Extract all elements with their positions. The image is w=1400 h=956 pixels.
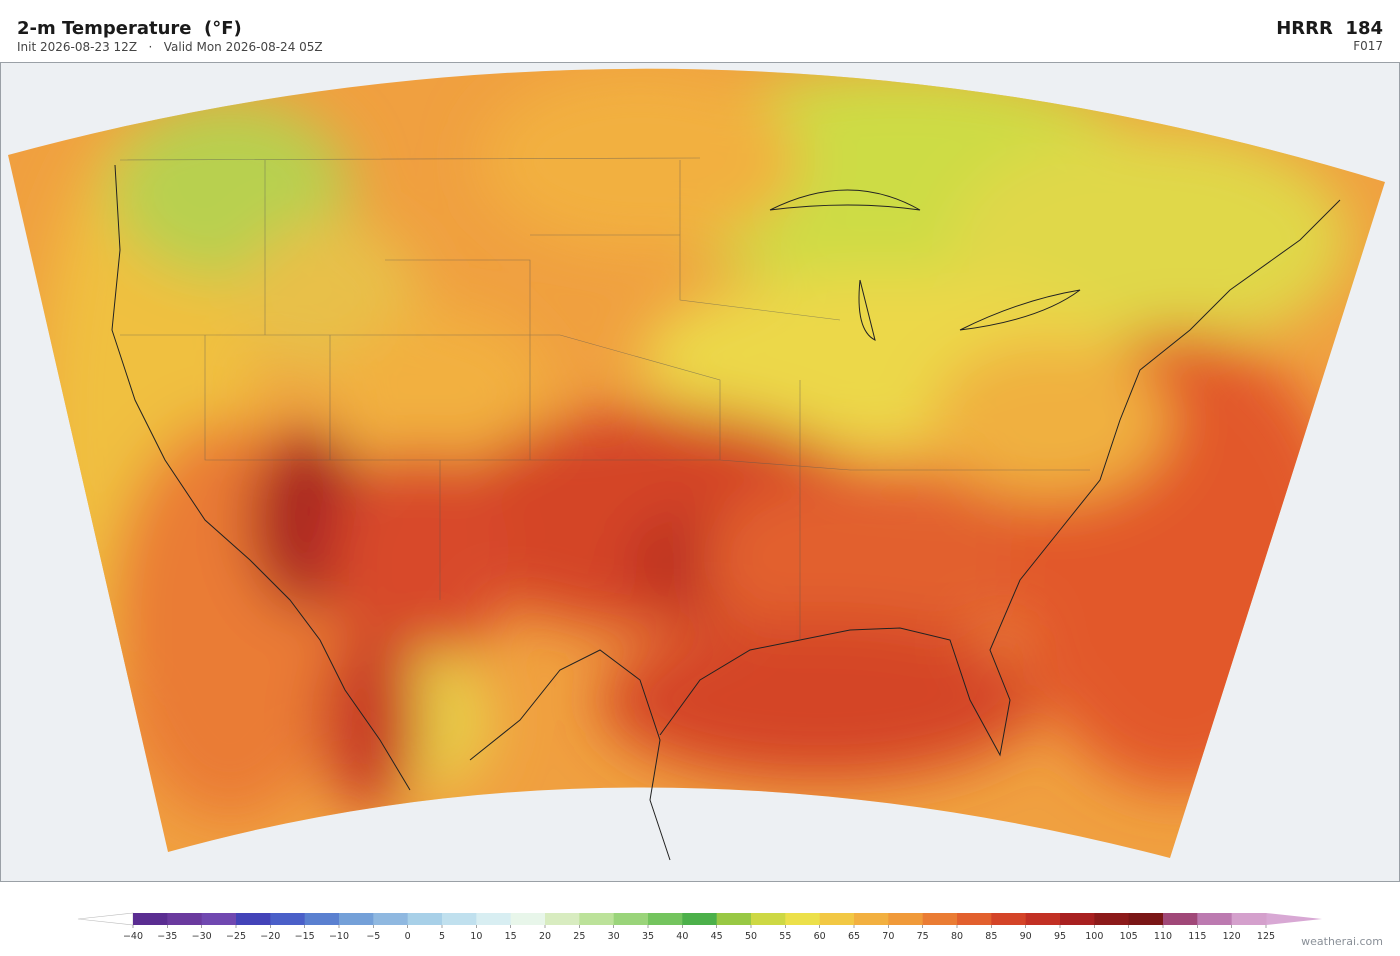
colorbar-segment	[236, 913, 271, 925]
colorbar-tick-label: 95	[1054, 931, 1066, 942]
colorbar-segment	[922, 913, 958, 925]
colorbar-segment	[854, 913, 889, 925]
colorbar-tick-label: 20	[539, 931, 551, 942]
colorbar-segment	[991, 913, 1027, 925]
colorbar-segment	[407, 913, 443, 925]
map	[0, 62, 1400, 882]
colorbar-segment	[339, 913, 374, 925]
colorbar-tick-label: −15	[295, 931, 315, 942]
colorbar-tick-label: 55	[779, 931, 791, 942]
watermark: weatherai.com	[1301, 935, 1383, 948]
colorbar-segment	[785, 913, 821, 925]
subtitle: Init 2026-08-23 12Z · Valid Mon 2026-08-…	[17, 40, 323, 54]
colorbar-tick-label: 70	[882, 931, 894, 942]
colorbar-tick-label: 125	[1257, 931, 1275, 942]
colorbar-tick-label: −20	[260, 931, 280, 942]
colorbar-tick-label: 65	[848, 931, 860, 942]
colorbar-tick-label: −5	[366, 931, 380, 942]
colorbar-segment	[1163, 913, 1198, 925]
colorbar-tick-label: −40	[123, 931, 143, 942]
colorbar-tick-label: 25	[573, 931, 585, 942]
colorbar-tick-label: 100	[1085, 931, 1103, 942]
colorbar-segment	[133, 913, 168, 925]
colorbar-segment	[1025, 913, 1061, 925]
colorbar-tick-label: −35	[157, 931, 177, 942]
colorbar-segment	[201, 913, 237, 925]
title: 2-m Temperature (°F)	[17, 18, 242, 39]
colorbar-tick-label: 105	[1120, 931, 1138, 942]
colorbar-tick-label: 40	[676, 931, 688, 942]
colorbar: −40 −35 −30 −25 −20 −15 −10 −5 0 5 10 15 20 25 30 35 40 4…	[77, 912, 1322, 942]
colorbar-segment	[442, 913, 477, 925]
colorbar-tick-label: −10	[329, 931, 349, 942]
colorbar-tick-label: 60	[814, 931, 826, 942]
colorbar-tick-label: −25	[226, 931, 246, 942]
colorbar-tick-label: 90	[1020, 931, 1032, 942]
state-borders	[119, 157, 1090, 640]
colorbar-segment	[1197, 913, 1233, 925]
colorbar-tick-label: 115	[1188, 931, 1206, 942]
colorbar-tick-label: 15	[505, 931, 517, 942]
colorbar-segment	[751, 913, 786, 925]
colorbar-segment	[1231, 913, 1267, 925]
colorbar-segment	[1060, 913, 1095, 925]
colorbar-segment	[1128, 913, 1164, 925]
colorbar-tick-label: 45	[711, 931, 723, 942]
colorbar-segment	[648, 913, 683, 925]
colorbar-segment	[716, 913, 752, 925]
colorbar-segment	[304, 913, 340, 925]
coastlines	[111, 164, 1341, 861]
colorbar-tick-label: 120	[1223, 931, 1241, 942]
colorbar-segment	[545, 913, 580, 925]
colorbar-tick-label: 110	[1154, 931, 1172, 942]
colorbar-tick-label: 35	[642, 931, 654, 942]
forecast-hour: F017	[1353, 39, 1383, 53]
colorbar-segment	[579, 913, 615, 925]
colorbar-tick-label: 75	[917, 931, 929, 942]
colorbar-segment	[957, 913, 992, 925]
colorbar-segment	[476, 913, 512, 925]
colorbar-segment	[167, 913, 203, 925]
colorbar-over	[1266, 913, 1322, 925]
colorbar-segment	[270, 913, 306, 925]
colorbar-segment	[1094, 913, 1130, 925]
colorbar-tick-label: 10	[470, 931, 482, 942]
colorbar-segment	[613, 913, 649, 925]
colorbar-tick-label: 30	[608, 931, 620, 942]
colorbar-under	[77, 912, 134, 926]
colorbar-tick-label: 0	[405, 931, 411, 942]
colorbar-tick-label: −30	[192, 931, 212, 942]
colorbar-segment	[510, 913, 546, 925]
colorbar-tick-label: 50	[745, 931, 757, 942]
colorbar-segment	[819, 913, 855, 925]
model-label: HRRR 184	[1276, 18, 1383, 39]
temperature-field	[8, 68, 1385, 858]
colorbar-segment	[373, 913, 409, 925]
colorbar-tick-label: 5	[439, 931, 445, 942]
colorbar-segment	[682, 913, 718, 925]
colorbar-segment	[888, 913, 924, 925]
colorbar-tick-label: 80	[951, 931, 963, 942]
colorbar-tick-label: 85	[985, 931, 997, 942]
